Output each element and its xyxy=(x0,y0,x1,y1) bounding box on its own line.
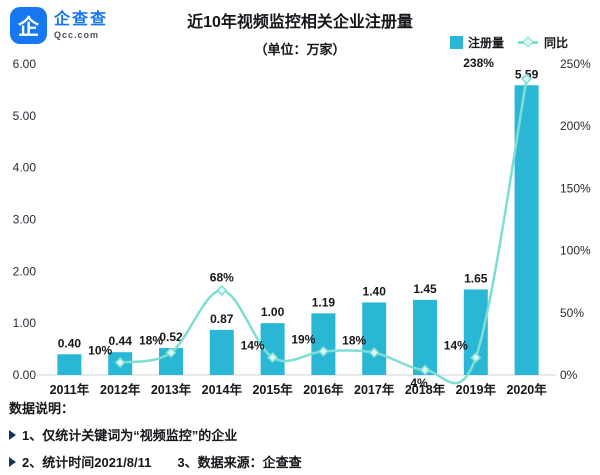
right-axis-tick: 50% xyxy=(560,306,584,320)
note-line-2: 2、统计时间2021/8/11 3、数据来源：企查查 xyxy=(9,452,302,471)
yoy-marker-icon xyxy=(521,73,533,85)
yoy-value-label: 18% xyxy=(342,334,366,348)
x-axis-label: 2017年 xyxy=(354,382,395,397)
yoy-value-label: 14% xyxy=(241,339,265,353)
x-axis-label: 2020年 xyxy=(506,382,547,397)
note-line-1: 1、仅统计关键词为“视频监控”的企业 xyxy=(9,425,302,444)
brand-text: 企查查 Qcc.com xyxy=(54,11,108,41)
bar-value-label: 1.00 xyxy=(261,305,285,319)
brand-domain: Qcc.com xyxy=(54,30,100,41)
left-axis-tick: 4.00 xyxy=(13,161,37,175)
legend-item-registrations: 注册量 xyxy=(449,34,504,51)
bar xyxy=(413,299,437,375)
brand-name: 企查查 xyxy=(54,10,109,28)
yoy-value-label: 19% xyxy=(291,332,315,346)
bar-value-label: 0.44 xyxy=(109,334,133,348)
yoy-marker-icon xyxy=(216,284,228,296)
left-axis-tick: 3.00 xyxy=(13,213,37,227)
data-notes: 数据说明： 1、仅统计关键词为“视频监控”的企业 2、统计时间2021/8/11… xyxy=(9,398,302,471)
yoy-marker-icon xyxy=(419,364,431,376)
yoy-marker-icon xyxy=(317,345,329,357)
yoy-marker-icon xyxy=(470,352,482,364)
brand: 企 企查查 Qcc.com xyxy=(10,7,108,44)
x-axis-label: 2012年 xyxy=(100,382,141,397)
triangle-bullet-icon xyxy=(9,456,16,467)
notes-heading: 数据说明： xyxy=(9,401,75,416)
note-text-2: 2、统计时间2021/8/11 xyxy=(22,455,152,470)
bar-value-label: 1.40 xyxy=(363,284,387,298)
bar xyxy=(311,313,336,375)
bar-value-label: 1.45 xyxy=(413,282,437,296)
x-axis-label: 2016年 xyxy=(303,382,344,397)
legend: 注册量 同比 xyxy=(449,34,568,51)
bar-value-label: 0.87 xyxy=(210,312,234,326)
bar-value-label: 0.52 xyxy=(159,330,183,344)
bar-value-label: 1.65 xyxy=(464,271,488,285)
yoy-value-label: 4% xyxy=(410,376,428,390)
yoy-value-label: 14% xyxy=(444,339,468,353)
yoy-marker-icon xyxy=(368,347,380,359)
right-axis-tick: 250% xyxy=(560,57,591,71)
bar-value-label: 0.40 xyxy=(58,336,82,350)
chart: 6.00 5.00 4.00 3.00 2.00 1.00 0.00 250% 200% 150%… xyxy=(13,56,591,397)
left-axis-tick: 2.00 xyxy=(13,264,37,278)
bar xyxy=(209,329,234,375)
legend-item-yoy: 同比 xyxy=(517,34,568,51)
left-axis-tick: 0.00 xyxy=(13,368,37,382)
yoy-marker-icon xyxy=(267,352,279,364)
right-axis-tick: 100% xyxy=(560,244,591,258)
x-axis-label: 2014年 xyxy=(202,382,243,397)
logo-character: 企 xyxy=(18,15,39,39)
x-axis-label: 2015年 xyxy=(252,382,293,397)
legend-diamond-marker-icon xyxy=(522,36,534,48)
bar xyxy=(362,302,387,375)
left-axis-tick: 5.00 xyxy=(13,109,37,123)
legend-label-yoy: 同比 xyxy=(543,36,568,50)
legend-line-swatch-icon xyxy=(517,36,538,48)
qcc-logo-icon: 企 xyxy=(10,7,47,44)
x-axis-label: 2013年 xyxy=(151,382,192,397)
legend-label-registrations: 注册量 xyxy=(467,36,504,50)
x-axis-label: 2018年 xyxy=(405,382,446,397)
yoy-value-label: 10% xyxy=(88,344,112,358)
left-axis-tick: 6.00 xyxy=(13,57,37,71)
x-axis-label: 2019年 xyxy=(456,382,497,397)
note-text-3: 3、数据来源：企查查 xyxy=(177,455,302,470)
x-axis-label: 2011年 xyxy=(50,382,90,397)
triangle-bullet-icon xyxy=(9,429,16,440)
note-text-1: 1、仅统计关键词为“视频监控”的企业 xyxy=(22,428,238,443)
yoy-value-label: 238% xyxy=(463,56,494,70)
yoy-value-label: 68% xyxy=(210,270,234,284)
yoy-line xyxy=(119,78,528,385)
right-axis-tick: 200% xyxy=(560,119,591,133)
bar-value-label: 1.19 xyxy=(312,295,336,309)
yoy-marker-icon xyxy=(114,356,126,369)
yoy-marker-icon xyxy=(165,347,177,359)
left-axis-tick: 1.00 xyxy=(13,316,37,330)
right-axis-tick: 0% xyxy=(560,368,578,382)
bar xyxy=(57,354,82,375)
right-axis-tick: 150% xyxy=(560,181,591,195)
legend-bar-swatch-icon xyxy=(449,36,463,49)
yoy-value-label: 18% xyxy=(139,334,163,348)
